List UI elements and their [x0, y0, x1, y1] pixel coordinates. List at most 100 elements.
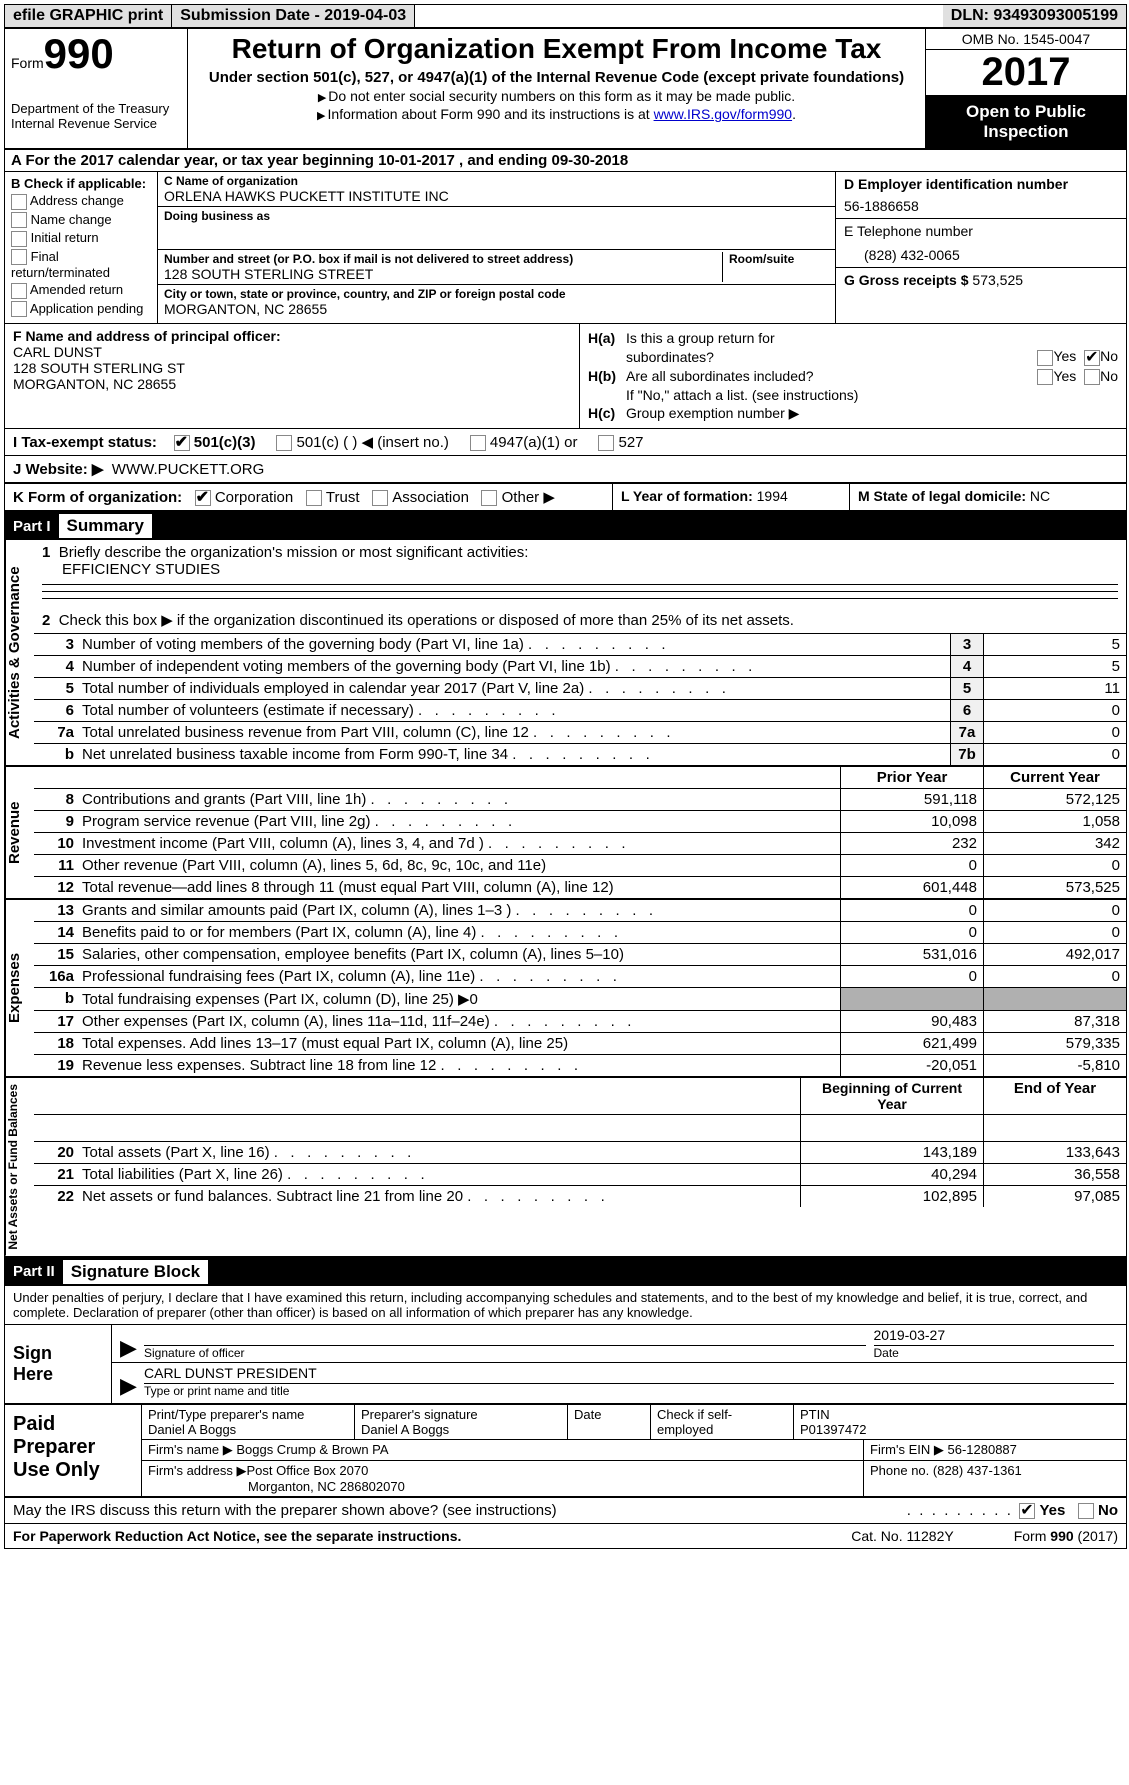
preparer-signature: Daniel A Boggs [361, 1422, 561, 1437]
dept-treasury: Department of the Treasury [11, 101, 181, 116]
submission-date: Submission Date - 2019-04-03 [172, 5, 415, 27]
omb-number: OMB No. 1545-0047 [926, 29, 1126, 50]
ein-cell: D Employer identification number 56-1886… [836, 172, 1126, 219]
header-left: Form990 Department of the Treasury Inter… [5, 29, 188, 148]
declaration-text: Under penalties of perjury, I declare th… [5, 1286, 1126, 1325]
cb-name-change[interactable]: Name change [11, 212, 151, 229]
cb-trust[interactable]: Trust [306, 489, 360, 506]
efile-label: efile GRAPHIC print [5, 5, 172, 27]
ptin: P01397472 [800, 1422, 1120, 1437]
revenue-tab: Revenue [5, 767, 34, 898]
revenue-header: Prior Year Current Year [34, 767, 1126, 789]
line-10: 10 Investment income (Part VIII, column … [34, 833, 1126, 855]
box-f: F Name and address of principal officer:… [5, 324, 580, 428]
discuss-no[interactable]: No [1078, 1502, 1118, 1519]
signature-block: Under penalties of perjury, I declare th… [5, 1286, 1126, 1405]
part-2-header: Part II Signature Block [5, 1258, 1126, 1286]
line-15: 15 Salaries, other compensation, employe… [34, 944, 1126, 966]
cb-final-return[interactable]: Final return/terminated [11, 249, 151, 281]
ein: 56-1886658 [844, 198, 1118, 214]
page-footer: For Paperwork Reduction Act Notice, see … [5, 1524, 1126, 1548]
section-bcd: B Check if applicable: Address change Na… [5, 172, 1126, 324]
line-4: 4 Number of independent voting members o… [34, 656, 1126, 678]
cb-other[interactable]: Other ▶ [481, 489, 554, 506]
city-state-zip: MORGANTON, NC 28655 [164, 301, 829, 317]
cb-address-change[interactable]: Address change [11, 193, 151, 210]
hb-yes[interactable]: Yes [1037, 368, 1076, 385]
na-header: Beginning of Current Year End of Year [34, 1078, 1126, 1115]
irs-link[interactable]: www.IRS.gov/form990 [654, 106, 793, 122]
info-note: Information about Form 990 and its instr… [194, 106, 919, 122]
line-6: 6 Total number of volunteers (estimate i… [34, 700, 1126, 722]
cb-501c[interactable]: 501(c) ( ) ◀ (insert no.) [276, 434, 449, 451]
col-d: D Employer identification number 56-1886… [836, 172, 1126, 323]
cat-no: Cat. No. 11282Y [851, 1528, 953, 1544]
line-16a: 16a Professional fundraising fees (Part … [34, 966, 1126, 988]
row-i-exempt-status: I Tax-exempt status: 501(c)(3) 501(c) ( … [5, 429, 1126, 456]
cb-application-pending[interactable]: Application pending [11, 301, 151, 318]
line-22: 22 Net assets or fund balances. Subtract… [34, 1186, 1126, 1207]
officer-street: 128 SOUTH STERLING ST [13, 360, 571, 376]
open-inspection: Open to Public Inspection [926, 96, 1126, 148]
form-subtitle: Under section 501(c), 527, or 4947(a)(1)… [194, 69, 919, 86]
cb-association[interactable]: Association [372, 489, 469, 506]
line-9: 9 Program service revenue (Part VIII, li… [34, 811, 1126, 833]
expenses-block: Expenses 13 Grants and similar amounts p… [5, 900, 1126, 1078]
row-a-taxyear: A For the 2017 calendar year, or tax yea… [5, 150, 1126, 172]
line-7a: 7a Total unrelated business revenue from… [34, 722, 1126, 744]
dln: DLN: 93493093005199 [943, 5, 1126, 27]
cb-4947[interactable]: 4947(a)(1) or [470, 434, 578, 451]
org-name-cell: C Name of organization ORLENA HAWKS PUCK… [158, 172, 835, 207]
discuss-row: May the IRS discuss this return with the… [5, 1498, 1126, 1524]
line-20: 20 Total assets (Part X, line 16) 143,18… [34, 1142, 1126, 1164]
b-label: B Check if applicable: [11, 176, 151, 191]
ha-no[interactable]: No [1084, 348, 1118, 365]
line-13: 13 Grants and similar amounts paid (Part… [34, 900, 1126, 922]
header: Form990 Department of the Treasury Inter… [5, 29, 1126, 150]
sign-date: 2019-03-27 [874, 1327, 1115, 1346]
line-7b: b Net unrelated business taxable income … [34, 744, 1126, 765]
form-title: Return of Organization Exempt From Incom… [194, 33, 919, 65]
header-center: Return of Organization Exempt From Incom… [188, 29, 925, 148]
net-assets-tab: Net Assets or Fund Balances [5, 1078, 34, 1256]
net-assets-block: Net Assets or Fund Balances Beginning of… [5, 1078, 1126, 1258]
paid-preparer-block: PaidPreparerUse Only Print/Type preparer… [5, 1405, 1126, 1498]
paperwork-notice: For Paperwork Reduction Act Notice, see … [13, 1528, 851, 1544]
line-1: 1 Briefly describe the organization's mi… [34, 540, 1126, 607]
firm-name: Boggs Crump & Brown PA [236, 1442, 388, 1457]
line-12: 12 Total revenue—add lines 8 through 11 … [34, 877, 1126, 898]
ha-yes[interactable]: Yes [1037, 348, 1076, 365]
line-17: 17 Other expenses (Part IX, column (A), … [34, 1011, 1126, 1033]
dba-cell: Doing business as [158, 207, 835, 250]
cb-527[interactable]: 527 [598, 434, 643, 451]
officer-name: CARL DUNST [13, 344, 571, 360]
line-11: 11 Other revenue (Part VIII, column (A),… [34, 855, 1126, 877]
header-right: OMB No. 1545-0047 2017 Open to Public In… [925, 29, 1126, 148]
cb-initial-return[interactable]: Initial return [11, 230, 151, 247]
sign-here-label: SignHere [5, 1325, 112, 1403]
col-c: C Name of organization ORLENA HAWKS PUCK… [158, 172, 836, 323]
line-16b: b Total fundraising expenses (Part IX, c… [34, 988, 1126, 1011]
state-domicile: NC [1030, 488, 1050, 504]
top-bar: efile GRAPHIC print Submission Date - 20… [5, 5, 1126, 29]
discuss-yes[interactable]: Yes [1019, 1502, 1065, 1519]
city-cell: City or town, state or province, country… [158, 285, 835, 319]
line-8: 8 Contributions and grants (Part VIII, l… [34, 789, 1126, 811]
line-19: 19 Revenue less expenses. Subtract line … [34, 1055, 1126, 1076]
firm-address-1: Post Office Box 2070 [246, 1463, 368, 1478]
hb-no[interactable]: No [1084, 368, 1118, 385]
box-k: K Form of organization: Corporation Trus… [5, 484, 613, 510]
cb-amended[interactable]: Amended return [11, 282, 151, 299]
telephone-cell: E Telephone number (828) 432-0065 [836, 219, 1126, 268]
ssn-note: Do not enter social security numbers on … [194, 88, 919, 104]
revenue-block: Revenue Prior Year Current Year 8 Contri… [5, 767, 1126, 900]
officer-signed-name: CARL DUNST PRESIDENT [144, 1365, 1114, 1384]
row-j-website: J Website: ▶ WWW.PUCKETT.ORG [5, 456, 1126, 484]
cb-corporation[interactable]: Corporation [195, 489, 294, 506]
gross-receipts: 573,525 [972, 272, 1023, 288]
firm-ein: 56-1280887 [947, 1442, 1016, 1457]
firm-address-2: Morganton, NC 286802070 [248, 1479, 405, 1494]
cb-501c3[interactable]: 501(c)(3) [174, 434, 256, 451]
governance-tab: Activities & Governance [5, 540, 34, 765]
governance-block: Activities & Governance 1 Briefly descri… [5, 540, 1126, 767]
